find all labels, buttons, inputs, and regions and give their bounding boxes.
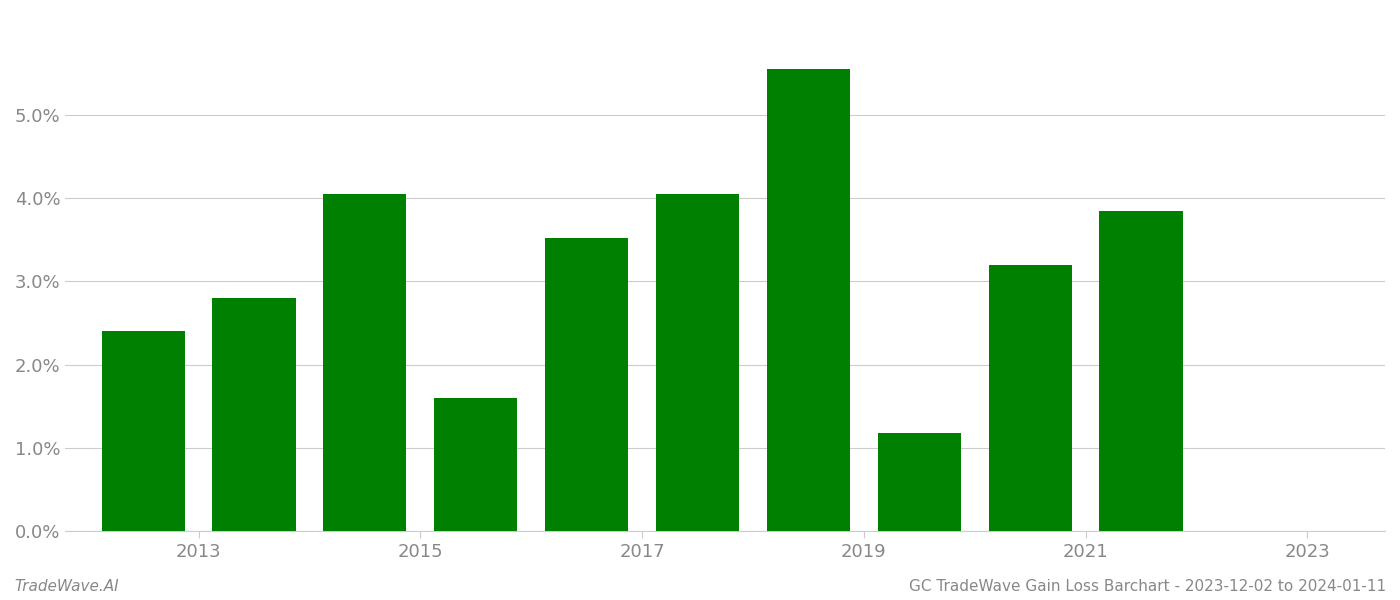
Bar — [878, 433, 960, 531]
Text: GC TradeWave Gain Loss Barchart - 2023-12-02 to 2024-01-11: GC TradeWave Gain Loss Barchart - 2023-1… — [909, 579, 1386, 594]
Bar — [767, 69, 850, 531]
Bar — [213, 298, 295, 531]
Bar — [988, 265, 1072, 531]
Text: TradeWave.AI: TradeWave.AI — [14, 579, 119, 594]
Bar — [434, 398, 518, 531]
Bar — [657, 194, 739, 531]
Bar — [323, 194, 406, 531]
Bar — [102, 331, 185, 531]
Bar — [545, 238, 629, 531]
Bar — [1099, 211, 1183, 531]
